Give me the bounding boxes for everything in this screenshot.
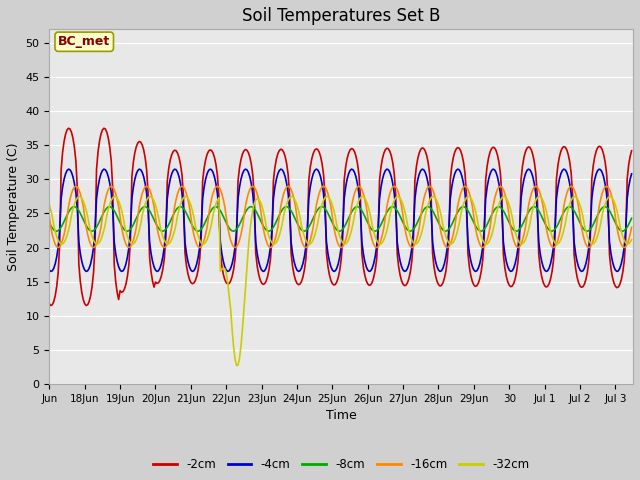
- -8cm: [468, 216, 476, 222]
- -32cm: [358, 193, 365, 199]
- Line: -4cm: -4cm: [49, 169, 632, 271]
- -32cm: [244, 245, 252, 251]
- -16cm: [260, 232, 268, 238]
- -8cm: [88, 228, 96, 234]
- -4cm: [544, 268, 552, 274]
- -4cm: [468, 264, 476, 270]
- -16cm: [45, 214, 53, 220]
- Y-axis label: Soil Temperature (C): Soil Temperature (C): [7, 143, 20, 271]
- -8cm: [628, 216, 636, 221]
- -8cm: [260, 225, 268, 231]
- -32cm: [84, 214, 92, 220]
- -16cm: [72, 183, 80, 189]
- -2cm: [246, 154, 253, 160]
- -4cm: [65, 166, 72, 172]
- -4cm: [628, 171, 636, 177]
- -2cm: [260, 281, 268, 287]
- X-axis label: Time: Time: [326, 409, 356, 422]
- -16cm: [628, 225, 636, 230]
- Line: -8cm: -8cm: [49, 207, 632, 231]
- -16cm: [246, 187, 253, 192]
- -16cm: [54, 245, 62, 251]
- -8cm: [106, 204, 114, 210]
- -32cm: [544, 214, 552, 220]
- -4cm: [618, 261, 625, 266]
- Legend: -2cm, -4cm, -8cm, -16cm, -32cm: -2cm, -4cm, -8cm, -16cm, -32cm: [148, 454, 534, 476]
- Text: BC_met: BC_met: [58, 35, 110, 48]
- -32cm: [45, 202, 53, 208]
- -32cm: [468, 198, 476, 204]
- -8cm: [45, 220, 53, 226]
- -16cm: [87, 241, 95, 247]
- -2cm: [468, 279, 476, 285]
- -16cm: [468, 204, 476, 209]
- -2cm: [628, 148, 636, 154]
- -16cm: [618, 241, 625, 247]
- -8cm: [84, 225, 92, 231]
- -8cm: [618, 228, 625, 234]
- Title: Soil Temperatures Set B: Soil Temperatures Set B: [242, 7, 440, 25]
- -32cm: [628, 237, 636, 242]
- -32cm: [618, 228, 625, 234]
- -4cm: [47, 268, 54, 274]
- -8cm: [246, 204, 253, 210]
- -2cm: [618, 277, 625, 283]
- Line: -16cm: -16cm: [49, 186, 632, 248]
- -2cm: [47, 302, 54, 308]
- Line: -2cm: -2cm: [49, 128, 632, 305]
- -8cm: [544, 225, 552, 231]
- -4cm: [260, 268, 268, 274]
- -4cm: [45, 267, 53, 273]
- -4cm: [87, 261, 95, 266]
- -2cm: [45, 301, 53, 307]
- -16cm: [544, 232, 552, 238]
- Line: -32cm: -32cm: [49, 196, 632, 365]
- -2cm: [65, 125, 72, 131]
- -32cm: [259, 207, 267, 213]
- -4cm: [246, 174, 253, 180]
- -2cm: [544, 284, 552, 289]
- -2cm: [87, 293, 95, 299]
- -32cm: [233, 362, 241, 368]
